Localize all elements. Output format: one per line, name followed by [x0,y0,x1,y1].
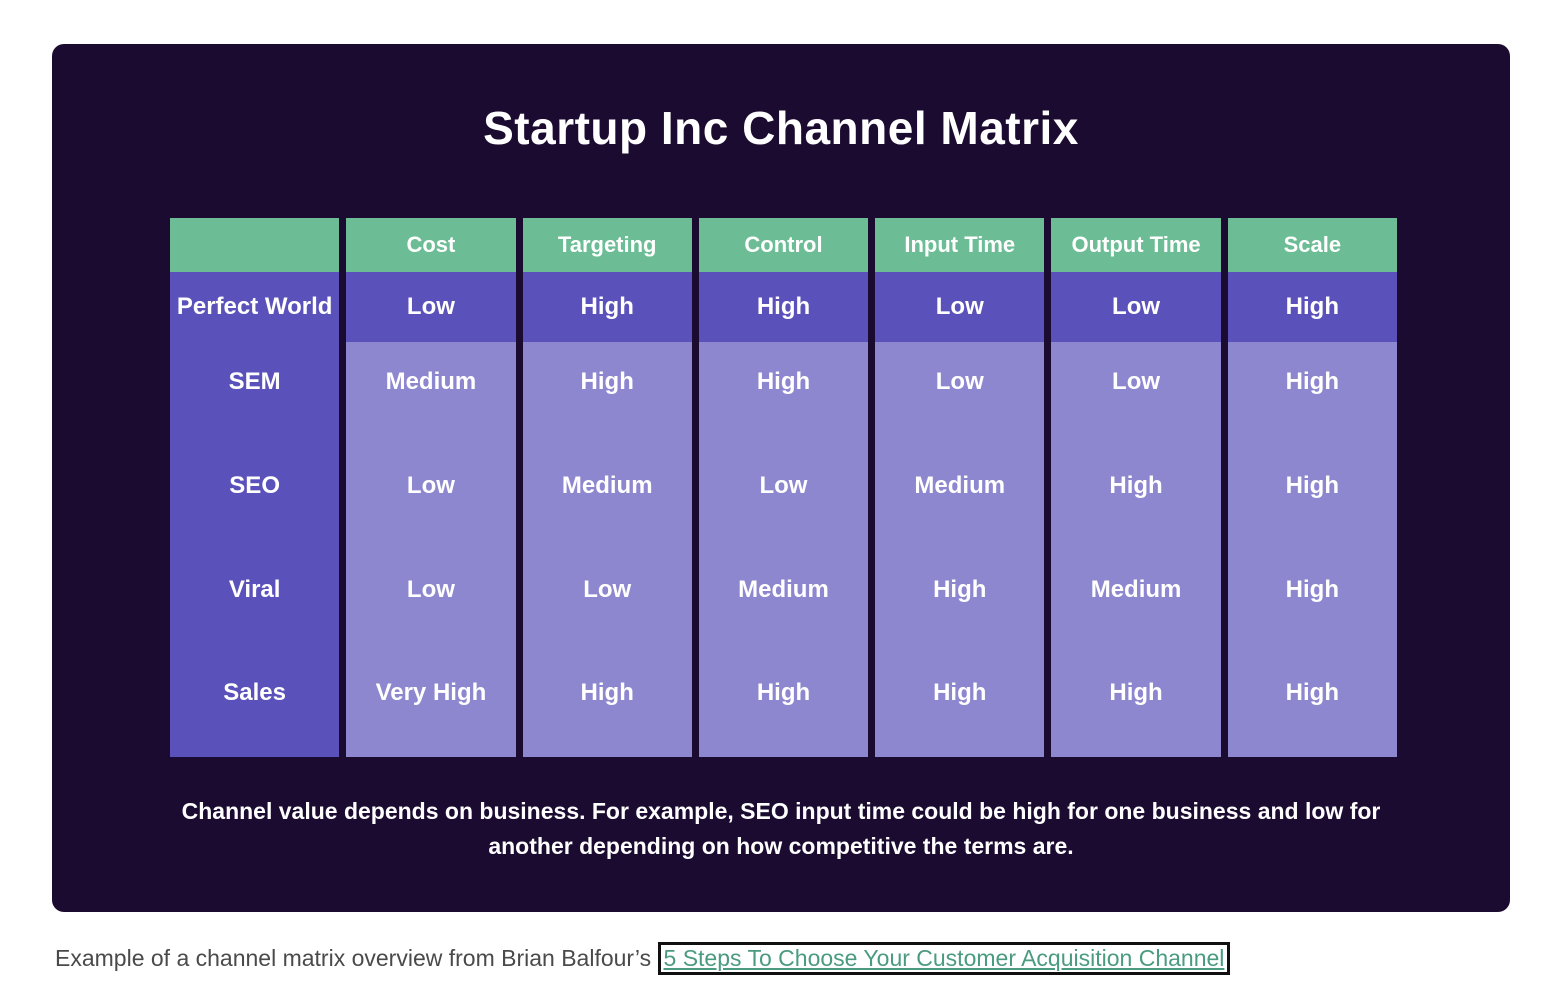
column-header: Input Time [875,218,1045,272]
table-cell: Low [875,342,1045,446]
row-label: SEO [170,445,340,550]
matrix-column: Input Time Low Low Medium High High [875,218,1045,757]
column-header: Control [698,218,869,272]
table-cell: Medium [346,342,516,446]
column-header: Scale [1227,218,1397,272]
table-cell: High [1227,272,1397,342]
table-cell: High [522,342,692,446]
table-cell: Low [1051,272,1221,342]
matrix-column: Cost Low Medium Low Low Very High [346,218,516,757]
footer-caption: Example of a channel matrix overview fro… [55,941,1231,975]
table-cell: High [698,653,869,757]
table-cell: Very High [346,653,516,757]
table-cell: High [1227,549,1397,654]
table-cell: High [698,272,869,342]
corner-header-cell [170,218,340,272]
row-label: Perfect World [170,272,340,342]
matrix-column: Targeting High High Medium Low High [522,218,692,757]
table-cell: Medium [522,445,692,550]
matrix-title: Startup Inc Channel Matrix [483,102,1079,154]
footer-text: Example of a channel matrix overview fro… [55,945,658,971]
table-cell: High [1051,445,1221,550]
table-cell: High [875,549,1045,654]
matrix-column: Control High High Low Medium High [698,218,869,757]
matrix-column: Scale High High High High High [1227,218,1397,757]
table-cell: High [1227,445,1397,550]
matrix-column: Output Time Low Low High Medium High [1051,218,1221,757]
table-cell: High [522,272,692,342]
footer-link[interactable]: 5 Steps To Choose Your Customer Acquisit… [657,942,1231,975]
row-label: Viral [170,549,340,654]
table-cell: Low [346,445,516,550]
table-cell: High [1227,653,1397,757]
matrix-card: Startup Inc Channel Matrix Perfect World… [52,44,1510,912]
caption-line: another depending on how competitive the… [488,833,1074,859]
column-header: Targeting [522,218,692,272]
row-label-column: Perfect World SEM SEO Viral Sales [170,218,340,757]
table-cell: Medium [698,549,869,654]
table-cell: High [1051,653,1221,757]
channel-matrix-table: Perfect World SEM SEO Viral Sales Cost Low Medi… [170,218,1397,757]
column-header: Output Time [1051,218,1221,272]
table-cell: High [698,342,869,446]
table-cell: High [1227,342,1397,446]
row-label: Sales [170,653,340,757]
table-cell: Medium [1051,549,1221,654]
table-cell: Low [522,549,692,654]
table-cell: Low [698,445,869,550]
row-label: SEM [170,342,340,446]
caption-line: Channel value depends on business. For e… [181,798,1381,824]
matrix-caption: Channel value depends on business. For e… [131,794,1431,864]
table-cell: High [875,653,1045,757]
table-cell: Medium [875,445,1045,550]
table-cell: Low [875,272,1045,342]
column-header: Cost [346,218,516,272]
table-cell: High [522,653,692,757]
table-cell: Low [346,549,516,654]
table-cell: Low [1051,342,1221,446]
table-cell: Low [346,272,516,342]
